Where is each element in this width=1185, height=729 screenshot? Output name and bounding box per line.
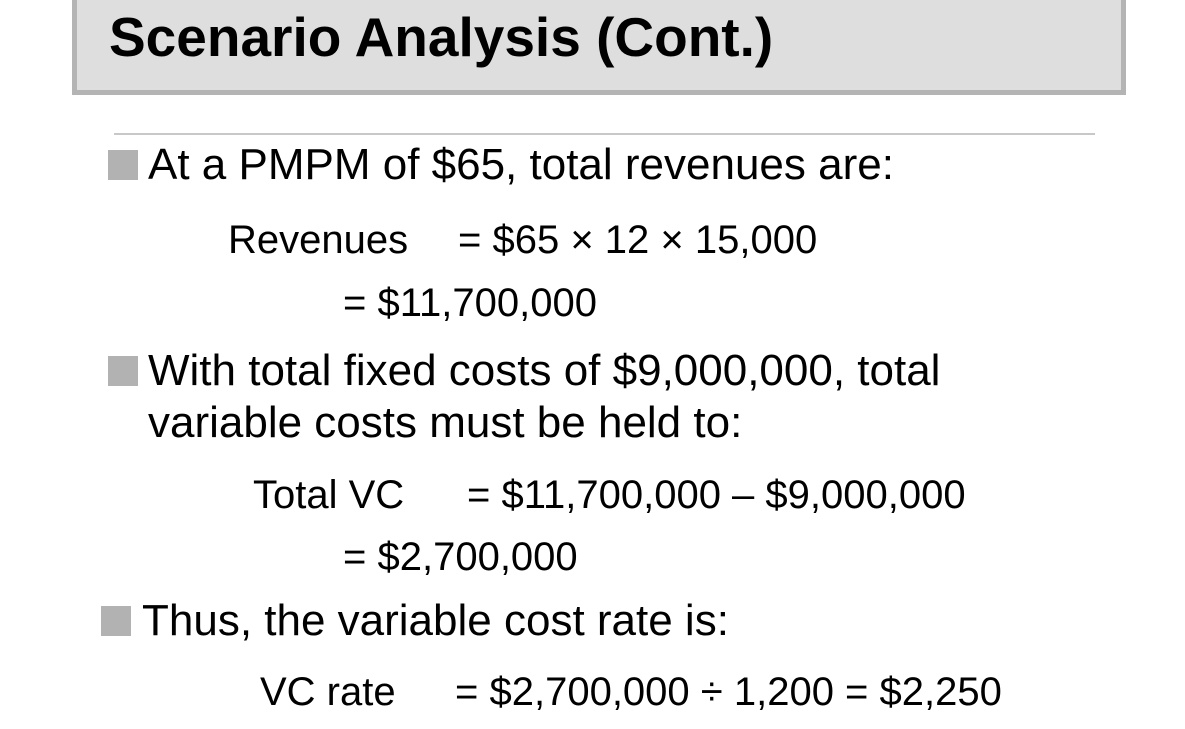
bullet-1-text: At a PMPM of $65, total revenues are: — [148, 140, 894, 189]
title-box: Scenario Analysis (Cont.) — [72, 0, 1126, 95]
total-vc-rhs1: = $11,700,000 – $9,000,000 — [467, 473, 966, 517]
square-bullet-icon — [108, 356, 138, 386]
slide-title: Scenario Analysis (Cont.) — [109, 6, 774, 68]
vc-rate-label: VC rate — [260, 670, 396, 714]
bullet-2-line2: variable costs must be held to: — [148, 398, 743, 447]
square-bullet-icon — [108, 150, 138, 180]
revenues-rhs2: = $11,700,000 — [343, 281, 597, 325]
vc-rate-rhs: = $2,700,000 ÷ 1,200 = $2,250 — [455, 670, 1002, 714]
divider — [114, 133, 1095, 135]
total-vc-label: Total VC — [253, 473, 405, 517]
total-vc-rhs2: = $2,700,000 — [343, 535, 578, 579]
bullet-3-text: Thus, the variable cost rate is: — [142, 596, 729, 645]
revenues-rhs1: = $65 × 12 × 15,000 — [458, 218, 818, 262]
revenues-label: Revenues — [228, 218, 409, 262]
bullet-2-line1: With total fixed costs of $9,000,000, to… — [148, 346, 941, 395]
square-bullet-icon — [101, 606, 131, 636]
